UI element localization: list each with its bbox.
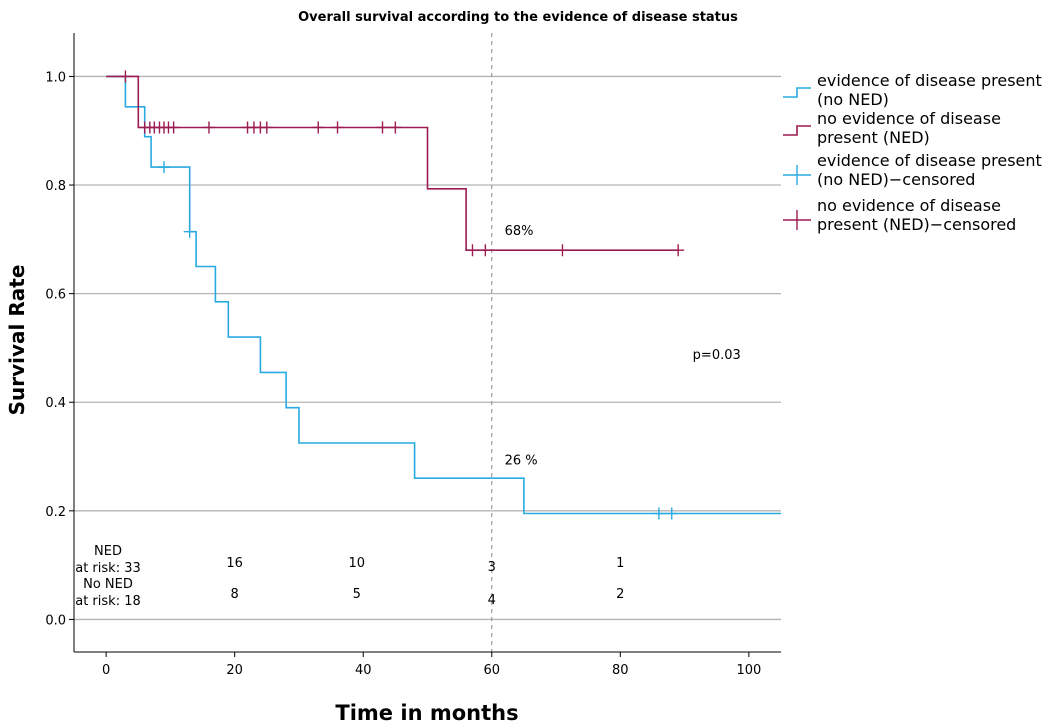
censor-mark	[157, 161, 170, 174]
at-risk-count-ned: 1	[616, 556, 624, 571]
at-risk-count-ned: 16	[226, 556, 243, 571]
censor-mark	[167, 121, 180, 134]
y-tick-label: 0.2	[45, 505, 66, 520]
at-risk-count-ned: 3	[488, 560, 496, 575]
annotation: 26 %	[505, 454, 538, 469]
legend-label: evidence of disease present	[817, 71, 1042, 90]
censor-mark	[556, 244, 569, 257]
legend-label: evidence of disease present	[817, 151, 1042, 170]
censor-mark	[331, 121, 344, 134]
censor-mark	[312, 121, 325, 134]
legend-label: (no NED)	[817, 90, 889, 109]
at-risk-count-no-ned: 2	[616, 587, 624, 602]
censor-marks	[119, 70, 685, 520]
legend-swatch-line	[783, 125, 811, 136]
y-tick-label: 0.4	[45, 396, 66, 411]
legend-swatch-censor	[783, 210, 811, 230]
x-tick-label: 0	[102, 663, 110, 678]
legend-label: present (NED)	[817, 128, 930, 147]
axes: 0.0 0.2 0.4 0.6 0.8 1.0 0 20 40 60 80 100	[45, 33, 781, 678]
annotation: p=0.03	[693, 348, 741, 363]
legend-item: evidence of disease present(no NED)−cens…	[783, 151, 1042, 189]
survival-curve-0	[106, 75, 781, 515]
survival-curve-1	[106, 75, 679, 251]
at-risk-label-no-ned: No NED	[83, 577, 133, 592]
censor-mark	[652, 507, 665, 520]
legend-label: (no NED)−censored	[817, 170, 975, 189]
survival-curves	[106, 75, 781, 515]
censor-mark	[672, 244, 685, 257]
at-risk-count-no-ned: 8	[231, 587, 239, 602]
gridlines	[74, 33, 781, 652]
annotations: 68% 26 % p=0.03	[505, 224, 741, 469]
legend: evidence of disease present(no NED)no ev…	[783, 71, 1042, 234]
at-risk-count-ned: 10	[349, 556, 366, 571]
legend-label: no evidence of disease	[817, 196, 1001, 215]
censor-mark	[260, 121, 273, 134]
y-tick-label: 0.6	[45, 288, 66, 303]
legend-item: evidence of disease present(no NED)	[783, 71, 1042, 109]
y-tick-label: 0.0	[45, 613, 66, 628]
x-axis-label: Time in months	[335, 701, 518, 725]
censor-mark	[376, 121, 389, 134]
at-risk-label-ned: at risk: 33	[75, 561, 141, 576]
censor-mark	[479, 244, 492, 257]
censor-mark	[202, 121, 215, 134]
x-tick-label: 20	[226, 663, 243, 678]
y-tick-label: 1.0	[45, 70, 66, 85]
at-risk-count-no-ned: 4	[488, 593, 496, 608]
at-risk-count-no-ned: 5	[353, 587, 361, 602]
censor-mark	[183, 225, 196, 238]
legend-swatch-censor	[783, 165, 811, 185]
chart-title: Overall survival according to the eviden…	[298, 10, 738, 25]
censor-mark	[389, 121, 402, 134]
censor-mark	[466, 244, 479, 257]
annotation: 68%	[505, 224, 534, 239]
legend-label: present (NED)−censored	[817, 215, 1016, 234]
y-tick-label: 0.8	[45, 179, 66, 194]
y-axis-label: Survival Rate	[5, 265, 29, 416]
legend-label: no evidence of disease	[817, 109, 1001, 128]
x-tick-label: 80	[612, 663, 629, 678]
at-risk-label-ned: NED	[94, 544, 122, 559]
x-tick-label: 60	[483, 663, 500, 678]
x-tick-label: 100	[736, 663, 761, 678]
legend-swatch-line	[783, 87, 811, 98]
censor-mark	[119, 70, 132, 83]
at-risk-label-no-ned: at risk: 18	[75, 594, 141, 609]
censor-mark	[665, 507, 678, 520]
x-tick-label: 40	[355, 663, 372, 678]
